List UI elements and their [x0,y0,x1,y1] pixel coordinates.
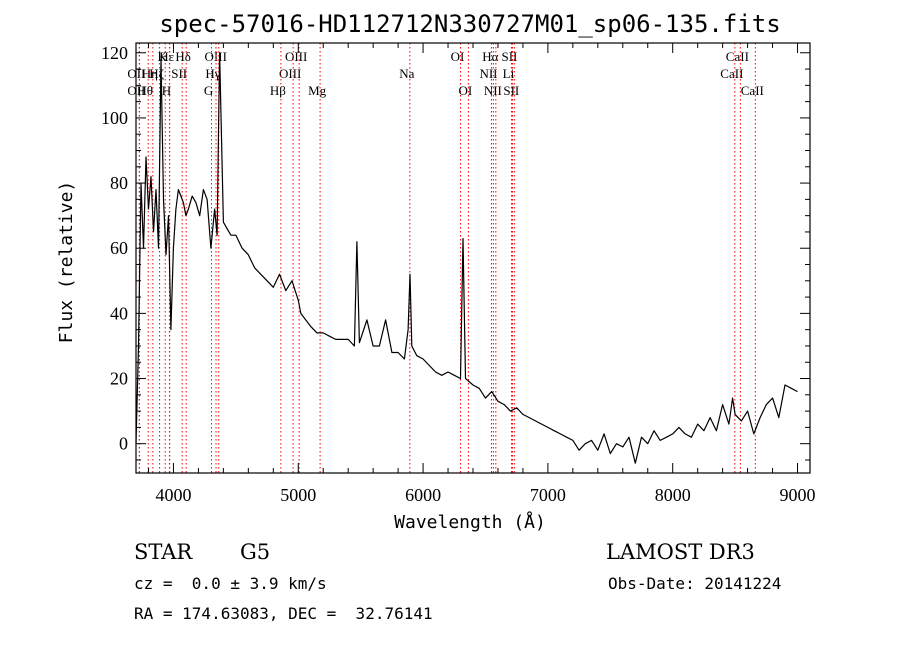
spectral-line-label: G [204,83,213,98]
spectral-line-label: CaII [720,66,743,81]
x-tick-label: 5000 [280,485,316,505]
spectral-line-label: Mg [308,83,327,98]
y-tick-label: 100 [101,108,128,128]
spectral-line-label: OI [451,49,465,64]
object-subclass: G5 [240,540,271,564]
x-tick-label: 6000 [405,485,441,505]
spectral-line-label: K [158,49,168,64]
spectral-line-label: NII [479,66,497,81]
redshift-text: cz = 0.0 ± 3.9 km/s [134,574,327,593]
x-tick-label: 8000 [655,485,691,505]
spectral-line-label: Hε [159,49,174,64]
survey-name: LAMOST DR3 [606,540,755,564]
spectral-line-label: Hδ [175,49,191,64]
spectral-line-label: Hα [482,49,498,64]
y-tick-label: 120 [101,43,128,63]
spectral-line-label: CaII [726,49,749,64]
spectral-line-label: Hη [142,66,158,81]
y-tick-label: 40 [110,303,128,323]
plot-frame [135,42,811,474]
spectral-line-label: OIII [279,66,301,81]
spectral-line-label: CaII [741,83,764,98]
spectrum-series [135,52,798,464]
spectral-line-label: NII [484,83,502,98]
spectral-line-label: SII [503,83,519,98]
coordinates: RA = 174.63083, DEC = 32.76141 [134,604,433,623]
spectral-line-label: H [162,83,171,98]
obs-date: Obs-Date: 20141224 [608,574,782,593]
chart-title: spec-57016-HD112712N330727M01_sp06-135.f… [159,10,780,38]
spectral-line-label: Hθ [137,83,153,98]
spectral-line-label: Hβ [270,83,286,98]
x-tick-label: 9000 [780,485,816,505]
object-class: STAR [134,540,193,564]
y-tick-label: 20 [110,369,128,389]
spectral-line-label: Hγ [205,66,220,81]
x-tick-label: 4000 [155,485,191,505]
y-tick-label: 60 [110,238,128,258]
spectral-line-label: Li [503,66,515,81]
y-tick-label: 0 [119,434,128,454]
y-axis-label: Flux (relative) [56,181,77,344]
spectral-line-label: SII [171,66,187,81]
x-axis-label: Wavelength (Å) [394,511,546,533]
spectral-line-label: OI [459,83,473,98]
spectral-line-label: SII [501,49,517,64]
spectral-line-label: Hζ [149,66,164,81]
x-tick-label: 7000 [530,485,566,505]
spectrum-layer [135,52,798,464]
spectral-line-label: Na [399,66,414,81]
axes-layer: 4000 5000 6000 7000 8000 9000 0 20 40 60 80 100 120 [101,42,816,505]
y-tick-label: 80 [110,173,128,193]
spectral-line-label: OIII [285,49,307,64]
